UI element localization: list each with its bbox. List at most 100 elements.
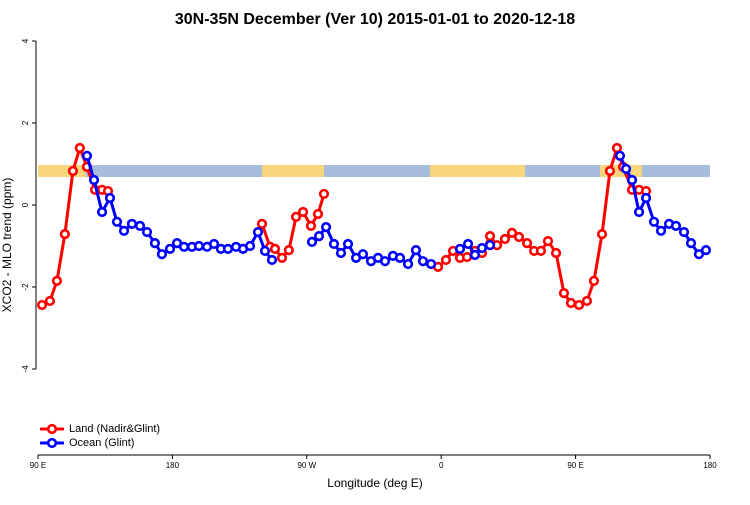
data-point xyxy=(244,240,256,252)
data-point xyxy=(96,206,108,218)
data-point xyxy=(252,226,264,238)
data-point xyxy=(626,174,638,186)
data-point xyxy=(149,238,161,249)
data-point xyxy=(513,231,525,243)
data-point xyxy=(297,206,309,218)
y-tick-label: -2 xyxy=(21,283,30,291)
data-point xyxy=(305,220,317,232)
y-tick-label: 4 xyxy=(21,38,30,43)
chart-title: 30N-35N December (Ver 10) 2015-01-01 to … xyxy=(175,11,575,28)
data-point xyxy=(312,208,324,220)
data-point xyxy=(357,249,369,260)
data-point xyxy=(535,245,547,257)
data-point xyxy=(573,299,585,311)
data-point xyxy=(394,252,406,263)
ocean-band xyxy=(38,165,710,177)
data-point xyxy=(256,218,268,229)
data-point xyxy=(51,275,63,286)
data-point xyxy=(558,288,570,299)
data-point xyxy=(111,216,123,227)
data-point xyxy=(700,245,712,256)
x-tick-label: 90 E xyxy=(567,461,583,470)
y-axis-label: XCO2 - MLO trend (ppm) xyxy=(0,178,14,313)
legend-marker xyxy=(46,437,58,449)
data-point xyxy=(164,243,176,254)
data-point xyxy=(81,150,93,161)
data-point xyxy=(440,254,452,266)
data-point xyxy=(454,243,466,254)
data-point xyxy=(276,252,288,263)
data-point xyxy=(342,238,354,250)
data-point xyxy=(67,165,79,177)
x-tick-label: 180 xyxy=(703,461,717,470)
data-point xyxy=(604,165,616,177)
data-point xyxy=(134,220,146,232)
data-point xyxy=(318,188,330,200)
data-point xyxy=(402,258,414,270)
data-point xyxy=(328,238,340,250)
data-point xyxy=(565,297,577,309)
legend: Land (Nadir&Glint) Ocean (Glint) xyxy=(40,423,160,449)
data-point xyxy=(156,249,168,260)
data-point xyxy=(417,256,429,267)
land-mask xyxy=(38,165,710,177)
x-tick-label: 180 xyxy=(166,461,180,470)
data-point xyxy=(462,238,474,250)
data-point xyxy=(141,226,153,238)
data-point xyxy=(259,245,271,257)
data-point xyxy=(425,258,437,270)
data-point xyxy=(581,295,593,307)
land-band xyxy=(430,165,525,177)
data-point xyxy=(588,275,600,286)
data-point xyxy=(685,238,697,249)
data-point xyxy=(59,229,70,240)
data-point xyxy=(469,249,481,261)
data-point xyxy=(222,243,234,254)
data-point xyxy=(193,240,205,252)
series xyxy=(81,150,712,270)
data-point xyxy=(693,249,705,260)
data-point xyxy=(104,192,116,204)
x-axis-label: Longitude (deg E) xyxy=(327,476,422,490)
data-point xyxy=(550,247,562,259)
data-point xyxy=(118,225,130,236)
data-point xyxy=(596,229,608,240)
data-point xyxy=(678,226,690,238)
data-point xyxy=(335,247,347,259)
data-point xyxy=(283,245,294,256)
data-point xyxy=(178,241,190,252)
data-point xyxy=(74,142,85,154)
data-point xyxy=(521,238,533,249)
land-band xyxy=(262,165,324,177)
data-point xyxy=(633,206,645,218)
data-point xyxy=(126,218,138,229)
data-point xyxy=(269,243,281,254)
x-tick-label: 90 E xyxy=(30,461,46,470)
data-point xyxy=(620,163,632,175)
data-point xyxy=(655,225,667,236)
data-point xyxy=(379,256,391,267)
y-tick-label: -4 xyxy=(21,365,30,373)
data-point xyxy=(461,251,473,263)
data-point xyxy=(499,233,511,245)
data-point xyxy=(36,299,48,311)
data-point xyxy=(506,227,518,238)
data-point xyxy=(208,238,220,250)
data-point xyxy=(648,216,660,227)
legend-label: Land (Nadir&Glint) xyxy=(69,423,160,435)
data-point xyxy=(266,254,278,266)
legend-marker xyxy=(46,423,58,435)
data-point xyxy=(320,222,332,233)
legend-label: Ocean (Glint) xyxy=(69,437,134,449)
data-point xyxy=(476,242,488,254)
y-tick-label: 2 xyxy=(21,120,30,125)
data-point xyxy=(614,150,626,161)
data-point xyxy=(290,211,302,222)
data-point xyxy=(670,220,682,232)
data-point xyxy=(313,231,325,242)
series xyxy=(36,142,652,311)
x-tick-label: 0 xyxy=(439,461,444,470)
data-point xyxy=(484,231,496,242)
data-point xyxy=(88,174,100,186)
